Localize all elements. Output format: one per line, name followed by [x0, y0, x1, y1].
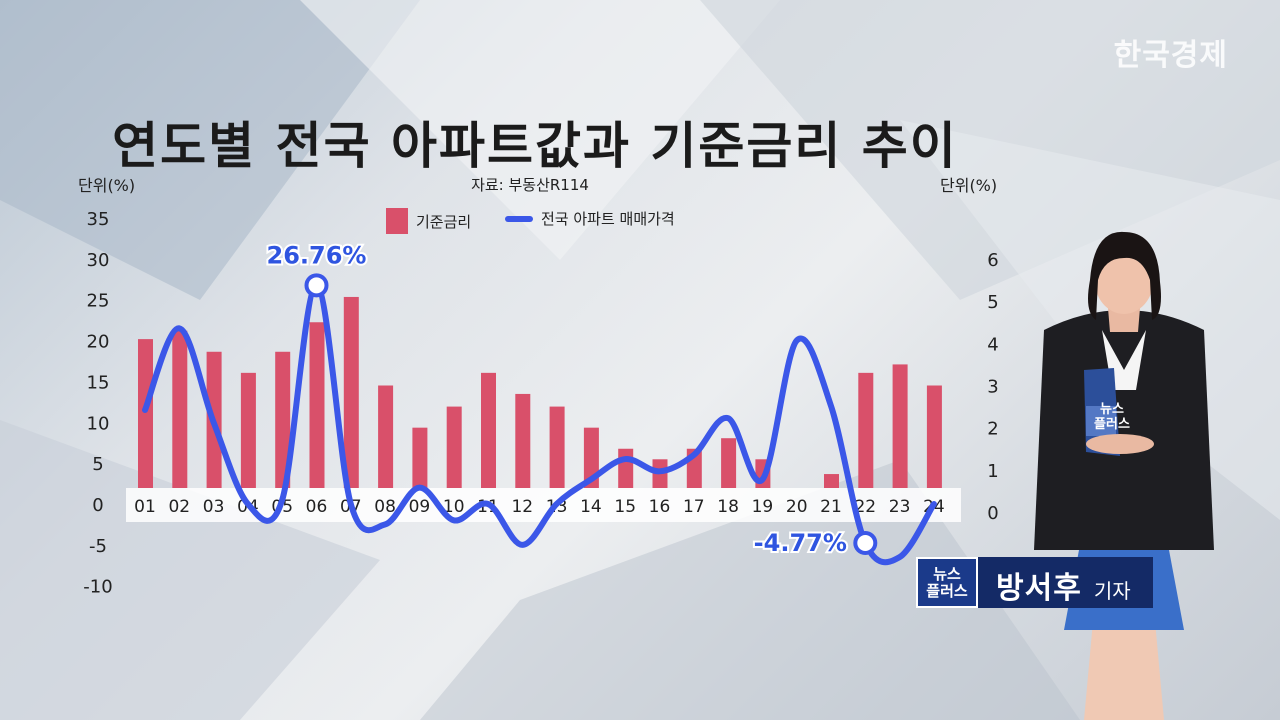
legend-bar-swatch [386, 208, 408, 234]
tablet-line1: 뉴스 [1100, 402, 1124, 417]
bar-23 [892, 364, 908, 488]
category-label-19: 19 [752, 497, 774, 517]
left-tick-label: 20 [87, 332, 110, 353]
bar-21 [824, 474, 839, 488]
legend-line-swatch [505, 215, 533, 222]
legend-bar: 기준금리 [386, 208, 471, 234]
show-logo-line2: 플러스 [926, 581, 968, 600]
left-tick-label: 10 [87, 413, 110, 434]
right-tick-label: 0 [987, 503, 998, 524]
reporter-caption: 뉴스 플러스 방서후 기자 [916, 557, 1153, 608]
bar-15 [618, 448, 634, 488]
bar-07 [343, 296, 359, 488]
right-unit-label: 단위(%) [940, 176, 998, 195]
category-label-01: 01 [134, 497, 156, 517]
category-label-02: 02 [168, 497, 190, 517]
reporter-name: 방서후 [996, 571, 1082, 606]
category-label-06: 06 [306, 497, 328, 517]
show-logo-line1: 뉴스 [933, 564, 961, 583]
right-tick-label: 5 [987, 292, 998, 313]
annotation-label-06: 26.76% [267, 241, 367, 269]
bar-08 [378, 385, 394, 488]
right-tick-label: 6 [987, 250, 998, 271]
category-label-15: 15 [614, 497, 636, 517]
bar-06 [309, 322, 325, 488]
bar-02 [172, 330, 188, 488]
bar-13 [549, 406, 565, 488]
bar-04 [240, 372, 256, 488]
category-label-21: 21 [820, 497, 842, 517]
category-label-08: 08 [374, 497, 396, 517]
category-label-23: 23 [889, 497, 911, 517]
bar-24 [926, 385, 942, 488]
bar-05 [275, 351, 291, 488]
bar-18 [721, 438, 737, 488]
category-band [126, 488, 961, 522]
reporter-name-box: 방서후 기자 [978, 557, 1153, 608]
tablet-line2: 플러스 [1094, 417, 1130, 432]
legend-line-label: 전국 아파트 매매가격 [541, 210, 675, 228]
category-label-12: 12 [511, 497, 533, 517]
left-tick-label: 25 [87, 291, 110, 312]
right-tick-label: 1 [987, 461, 998, 482]
left-tick-label: 15 [87, 372, 110, 393]
left-tick-label: 30 [87, 250, 110, 271]
category-label-22: 22 [854, 497, 876, 517]
category-label-18: 18 [717, 497, 739, 517]
annotation-marker-06 [304, 273, 329, 298]
annotation-marker-22 [853, 530, 878, 555]
legend-bar-label: 기준금리 [416, 212, 472, 231]
bar-11 [481, 372, 496, 488]
tablet-text: 뉴스 플러스 [1088, 402, 1136, 432]
category-label-16: 16 [649, 497, 671, 517]
bar-22 [858, 372, 874, 488]
category-label-10: 10 [443, 497, 465, 517]
left-unit-label: 단위(%) [78, 176, 136, 195]
legend-line: 전국 아파트 매매가격 [505, 208, 675, 229]
brand-logo: 한국경제 [1113, 38, 1228, 73]
category-label-14: 14 [580, 497, 602, 517]
category-label-17: 17 [683, 497, 705, 517]
right-tick-label: 3 [987, 377, 998, 398]
right-tick-label: 4 [987, 334, 998, 355]
show-logo: 뉴스 플러스 [916, 557, 978, 608]
category-label-20: 20 [786, 497, 808, 517]
left-tick-label: 35 [87, 209, 110, 230]
bar-01 [138, 339, 153, 488]
left-tick-label: -10 [83, 577, 112, 598]
category-label-09: 09 [409, 497, 431, 517]
bar-10 [446, 406, 462, 488]
left-tick-label: 5 [92, 454, 103, 475]
bar-12 [515, 393, 531, 488]
bar-09 [412, 427, 428, 488]
left-tick-label: -5 [89, 536, 107, 557]
reporter-role: 기자 [1093, 579, 1131, 603]
right-tick-label: 2 [987, 419, 998, 440]
annotation-label-22: -4.77% [754, 529, 847, 557]
chart-title: 연도별 전국 아파트값과 기준금리 추이 [112, 117, 958, 175]
category-label-03: 03 [203, 497, 225, 517]
reporter-figure [1034, 231, 1214, 720]
left-tick-label: 0 [92, 495, 103, 516]
source-label: 자료: 부동산R114 [471, 176, 589, 194]
line-series [142, 282, 937, 566]
